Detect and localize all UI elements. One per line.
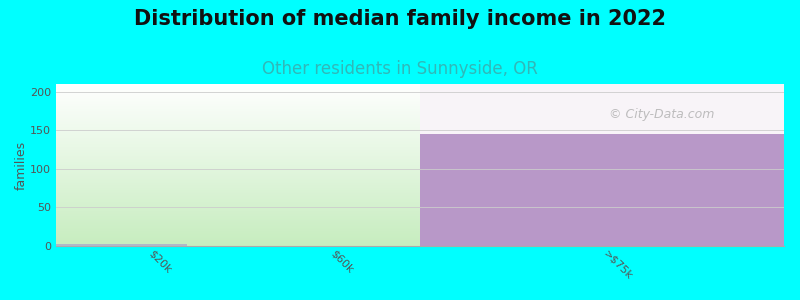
Bar [420, 84, 784, 134]
Bar [420, 134, 784, 246]
Text: Other residents in Sunnyside, OR: Other residents in Sunnyside, OR [262, 60, 538, 78]
Y-axis label: families: families [14, 140, 27, 190]
Text: © City-Data.com: © City-Data.com [610, 108, 714, 121]
Bar [56, 244, 187, 246]
Text: Distribution of median family income in 2022: Distribution of median family income in … [134, 9, 666, 29]
